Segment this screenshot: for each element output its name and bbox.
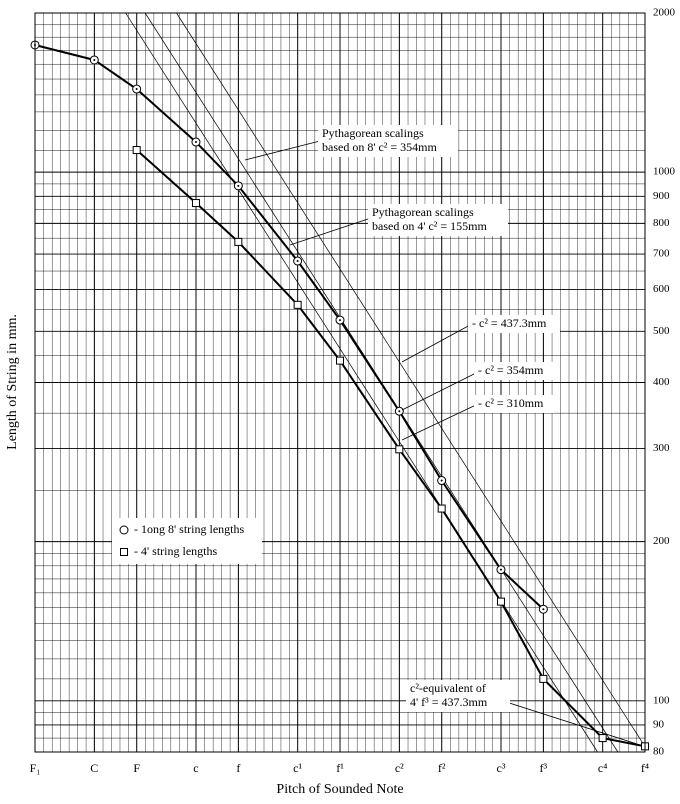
annotation-box bbox=[406, 680, 510, 712]
point bbox=[293, 300, 302, 309]
arrow bbox=[289, 218, 369, 246]
x-tick-label: F bbox=[133, 761, 140, 775]
annotation-text: 4' f³ = 437.3mm bbox=[410, 695, 488, 709]
arrow bbox=[401, 403, 479, 441]
x-tick-label: c² bbox=[395, 761, 404, 775]
annotation-box bbox=[318, 125, 458, 157]
x-tick-label: F₁ bbox=[30, 761, 41, 775]
point bbox=[234, 237, 243, 246]
x-tick-label: c¹ bbox=[293, 761, 302, 775]
reference-line bbox=[125, 12, 598, 753]
point-dot bbox=[499, 568, 502, 571]
point-dot bbox=[542, 608, 545, 611]
legend-label: - 1ong 8' string lengths bbox=[134, 522, 244, 536]
point bbox=[191, 199, 200, 208]
x-tick-label: c³ bbox=[497, 761, 506, 775]
x-tick-label: f⁴ bbox=[641, 761, 649, 775]
annotation-text: based on 8' c² = 354mm bbox=[322, 140, 438, 154]
y-tick-label: 200 bbox=[653, 535, 670, 547]
point-dot bbox=[135, 88, 138, 91]
annotation-box bbox=[468, 315, 560, 333]
annotation-box bbox=[474, 362, 554, 380]
arrow bbox=[401, 324, 471, 363]
x-tick-label: C bbox=[90, 761, 98, 775]
y-tick-label: 2000 bbox=[653, 7, 676, 19]
point bbox=[395, 445, 404, 454]
annotation-text: Pythagorean scalings bbox=[322, 126, 424, 140]
annotation-text: c²-equivalent of bbox=[410, 681, 486, 695]
x-tick-label: f bbox=[236, 761, 240, 775]
annotation-text: - c² = 310mm bbox=[478, 396, 544, 410]
annotation-text: Pythagorean scalings bbox=[372, 205, 474, 219]
annotation-box bbox=[368, 204, 508, 236]
legend-marker bbox=[120, 548, 128, 556]
y-tick-label: 90 bbox=[653, 718, 665, 730]
y-tick-label: 80 bbox=[653, 746, 665, 758]
y-tick-label: 600 bbox=[653, 283, 670, 295]
y-tick-label: 800 bbox=[653, 217, 670, 229]
x-tick-label: c bbox=[193, 761, 198, 775]
point-dot bbox=[237, 184, 240, 187]
x-tick-label: f³ bbox=[540, 761, 548, 775]
point-dot bbox=[93, 58, 96, 61]
point bbox=[437, 504, 446, 513]
y-tick-label: 500 bbox=[653, 325, 670, 337]
plot-frame bbox=[34, 12, 646, 753]
annotation-box bbox=[474, 395, 554, 413]
y-tick-label: 100 bbox=[653, 694, 670, 706]
reference-line bbox=[176, 12, 646, 747]
arrow bbox=[401, 371, 479, 411]
annotation-text: - c² = 437.3mm bbox=[472, 316, 547, 330]
annotation-text: - c² = 354mm bbox=[478, 363, 544, 377]
y-tick-label: 700 bbox=[653, 248, 670, 260]
y-tick-label: 1000 bbox=[653, 166, 676, 178]
x-tick-label: c⁴ bbox=[598, 761, 608, 775]
point bbox=[132, 146, 141, 155]
legend-label: - 4' string lengths bbox=[134, 544, 217, 558]
point bbox=[496, 597, 505, 606]
point-dot bbox=[440, 479, 443, 482]
y-tick-label: 900 bbox=[653, 190, 670, 202]
point-dot bbox=[194, 141, 197, 144]
point-dot bbox=[398, 410, 401, 413]
arrow bbox=[499, 699, 641, 746]
point-dot bbox=[339, 319, 341, 322]
point bbox=[539, 674, 548, 683]
x-tick-label: f² bbox=[438, 761, 446, 775]
y-axis-label: Length of String in mm. bbox=[5, 314, 20, 450]
point-dot bbox=[296, 260, 299, 263]
x-axis-label: Pitch of Sounded Note bbox=[276, 782, 403, 797]
x-tick-label: f¹ bbox=[336, 761, 344, 775]
legend-box bbox=[112, 518, 262, 564]
y-tick-label: 400 bbox=[653, 376, 670, 388]
legend-marker bbox=[119, 525, 129, 535]
annotation-text: based on 4' c² = 155mm bbox=[372, 219, 488, 233]
arrow bbox=[244, 140, 321, 161]
marks bbox=[30, 12, 649, 753]
y-tick-label: 300 bbox=[653, 442, 670, 454]
legend: - 1ong 8' string lengths - 4' string leng… bbox=[112, 518, 262, 564]
point bbox=[598, 734, 607, 743]
point bbox=[336, 356, 344, 365]
